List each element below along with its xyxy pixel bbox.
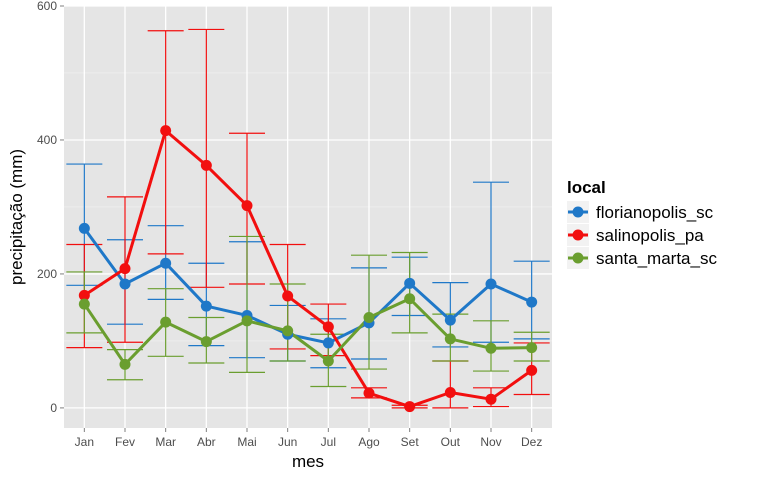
x-tick-label: Nov xyxy=(480,435,501,449)
data-point xyxy=(363,387,375,399)
legend-label: santa_marta_sc xyxy=(596,249,717,268)
data-point xyxy=(444,333,456,345)
grid-minor xyxy=(64,72,552,342)
data-point xyxy=(200,336,212,348)
data-point xyxy=(119,278,131,290)
x-tick-label: Mar xyxy=(155,435,176,449)
data-point xyxy=(322,337,334,349)
series-points xyxy=(78,125,538,413)
data-point xyxy=(200,300,212,312)
x-tick-label: Fev xyxy=(115,435,135,449)
data-point xyxy=(78,298,90,310)
x-tick-label: Jan xyxy=(75,435,94,449)
x-tick-label: Out xyxy=(441,435,461,449)
data-point xyxy=(485,342,497,354)
y-tick-label: 200 xyxy=(37,267,57,281)
series-line xyxy=(83,227,533,345)
data-point xyxy=(526,342,538,354)
plot-panel xyxy=(64,6,552,428)
data-point xyxy=(160,316,172,328)
x-tick-label: Set xyxy=(401,435,420,449)
data-point xyxy=(282,325,294,337)
legend-label: florianopolis_sc xyxy=(596,203,714,222)
legend: local florianopolis_sc salinopolis_pasant… xyxy=(567,178,717,269)
data-point xyxy=(282,290,294,302)
legend-title: local xyxy=(567,178,606,197)
x-tick-label: Ago xyxy=(358,435,380,449)
x-tick-label: Jul xyxy=(321,435,336,449)
data-point xyxy=(119,358,131,370)
data-point xyxy=(485,278,497,290)
y-axis: 0 200 400 600 xyxy=(37,0,64,415)
legend-key-point xyxy=(572,252,584,264)
data-point xyxy=(404,401,416,413)
data-point xyxy=(78,289,90,301)
legend-key-point xyxy=(572,206,584,218)
x-tick-label: Jun xyxy=(278,435,297,449)
data-point xyxy=(160,125,172,137)
y-tick-label: 600 xyxy=(37,0,57,13)
data-point xyxy=(241,315,253,327)
legend-label: salinopolis_pa xyxy=(596,226,704,245)
data-point xyxy=(322,321,334,333)
x-tick-label: Abr xyxy=(197,435,216,449)
y-tick-label: 400 xyxy=(37,133,57,147)
series-line xyxy=(83,297,532,366)
data-point xyxy=(160,257,172,269)
data-point xyxy=(404,293,416,305)
series-lines xyxy=(83,129,533,409)
data-point xyxy=(322,355,334,367)
data-point xyxy=(78,222,90,234)
legend-key-point xyxy=(572,229,584,241)
x-tick-label: Dez xyxy=(521,435,542,449)
y-axis-title: precipitação (mm) xyxy=(7,149,26,285)
data-point xyxy=(485,393,497,405)
data-point xyxy=(241,200,253,212)
data-point xyxy=(444,386,456,398)
data-point xyxy=(526,296,538,308)
x-tick-label: Mai xyxy=(237,435,256,449)
data-point xyxy=(200,159,212,171)
x-axis-title: mes xyxy=(292,452,324,471)
series-line xyxy=(83,129,533,409)
x-axis: Jan Fev Mar Abr Mai Jun Jul Ago Set Out Nov Dez xyxy=(75,428,542,449)
data-point xyxy=(444,314,456,326)
data-point xyxy=(526,364,538,376)
data-point xyxy=(363,311,375,323)
data-point xyxy=(119,263,131,275)
y-tick-label: 0 xyxy=(50,401,57,415)
data-point xyxy=(404,277,416,289)
